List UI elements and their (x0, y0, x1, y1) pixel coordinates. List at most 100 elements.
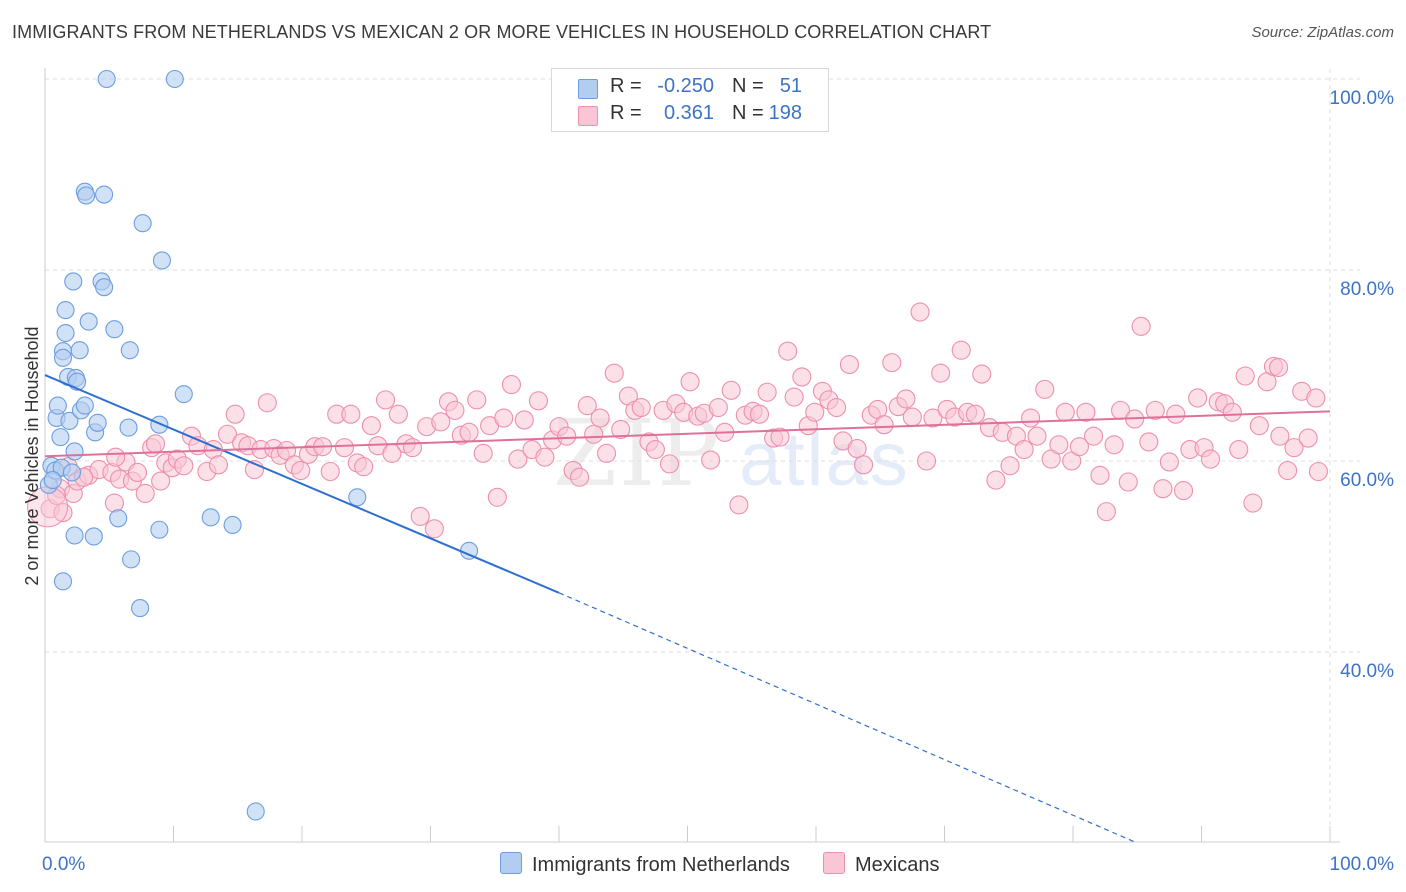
mexicans-point (1200, 449, 1221, 469)
netherlands-point (84, 527, 103, 546)
mexicans-point (1027, 426, 1047, 446)
tick-labels: 100.0% 80.0% 60.0% 40.0% 0.0% 100.0% (42, 88, 1394, 875)
mexicans-point (1153, 479, 1173, 499)
netherlands-point (95, 278, 114, 297)
mexicans-point (584, 424, 604, 444)
mexicans-point (1014, 439, 1034, 460)
mexicans-point (611, 419, 631, 440)
mexicans-point (1249, 416, 1269, 436)
mexicans-point (494, 408, 514, 428)
mexicans-point (127, 462, 148, 483)
netherlands-point (70, 341, 89, 360)
netherlands-point (62, 463, 82, 482)
mexicans-point (208, 455, 229, 475)
y-tick-label: 80.0% (1340, 279, 1394, 300)
mexicans-point (151, 471, 171, 491)
mexicans-point (424, 519, 444, 539)
mexicans-point (557, 426, 577, 446)
netherlands-point (119, 418, 138, 437)
mexicans-point (923, 408, 943, 428)
mexicans-point (1270, 426, 1290, 446)
mexicans-point (659, 454, 680, 474)
netherlands-trend-extension (558, 592, 1138, 844)
netherlands-point (122, 550, 141, 569)
netherlands-point (201, 508, 220, 527)
mexicans-point (770, 427, 790, 447)
mexicans-point (104, 493, 124, 513)
mexicans-point (257, 393, 277, 413)
mexicans-point (931, 363, 951, 383)
y-axis-label: 2 or more Vehicles in Household (22, 326, 42, 585)
mexicans-point (1084, 426, 1104, 446)
legend-r-value: -0.250 (657, 75, 714, 97)
mexicans-point (402, 438, 423, 458)
mexicans-point (1035, 379, 1055, 399)
mexicans-point (1139, 432, 1159, 452)
mexicans-point (467, 390, 487, 410)
mexicans-point (721, 380, 741, 400)
netherlands-trend-line (44, 374, 560, 594)
mexicans-point (217, 424, 238, 444)
mexicans-point (792, 367, 812, 387)
netherlands-point (64, 272, 83, 291)
bottom-legend-label: Mexicans (855, 854, 940, 876)
legend-swatch-pink (578, 106, 598, 126)
netherlands-point (150, 520, 169, 539)
legend-r-value: 0.361 (663, 102, 714, 124)
mexicans-point (1000, 456, 1020, 476)
mexicans-point (410, 506, 430, 526)
bottom-legend-label: Immigrants from Netherlands (532, 854, 790, 876)
mexicans-point (680, 372, 700, 392)
netherlands-point (48, 396, 67, 415)
mexicans-point (874, 415, 894, 435)
trend-lines (44, 374, 1331, 844)
mexicans-points (27, 302, 1328, 539)
mexicans-point (473, 443, 493, 463)
legend-n-value: 198 (768, 102, 802, 124)
mexicans-point (590, 408, 610, 428)
netherlands-point (95, 185, 114, 204)
mexicans-point (1055, 402, 1075, 422)
mexicans-point (847, 439, 867, 459)
x-tick-label: 100.0% (1330, 854, 1395, 875)
mexicans-point (1166, 404, 1186, 424)
mexicans-point (805, 402, 825, 422)
netherlands-point (131, 599, 150, 618)
netherlands-point (150, 415, 169, 434)
mexicans-point (225, 404, 245, 424)
mexicans-point (1229, 439, 1249, 460)
mexicans-point (1159, 452, 1179, 472)
mexicans-point (361, 416, 381, 436)
netherlands-point (109, 509, 128, 528)
mexicans-point (965, 404, 985, 424)
stats-legend: R = -0.250 N = 51 R = 0.361 N = 198 (551, 68, 829, 132)
mexicans-point (334, 438, 354, 458)
y-tick-label: 40.0% (1340, 661, 1394, 682)
mexicans-point (1269, 357, 1289, 377)
mexicans-point (508, 449, 528, 469)
mexicans-point (882, 353, 902, 373)
mexicans-point (916, 451, 937, 471)
netherlands-point (75, 396, 94, 415)
legend-n-label: N = (732, 75, 764, 97)
mexicans-point (354, 457, 374, 477)
mexicans-point (145, 434, 166, 454)
mexicans-point (708, 397, 728, 418)
netherlands-point (56, 323, 75, 343)
mexicans-point (757, 382, 777, 402)
bottom-legend-swatch-blue (500, 852, 522, 874)
y-tick-label: 60.0% (1340, 470, 1394, 491)
netherlands-point (77, 186, 96, 205)
netherlands-point (56, 301, 75, 320)
mexicans-point (827, 397, 847, 418)
legend-r-label: R = (610, 75, 642, 97)
mexicans-point (1145, 400, 1165, 420)
netherlands-point (120, 341, 139, 360)
mexicans-point (174, 456, 194, 476)
mexicans-point (645, 439, 665, 460)
mexicans-point (1173, 481, 1194, 501)
mexicans-point (1131, 316, 1151, 336)
mexicans-point (1076, 402, 1096, 422)
mexicans-point (1049, 435, 1069, 455)
